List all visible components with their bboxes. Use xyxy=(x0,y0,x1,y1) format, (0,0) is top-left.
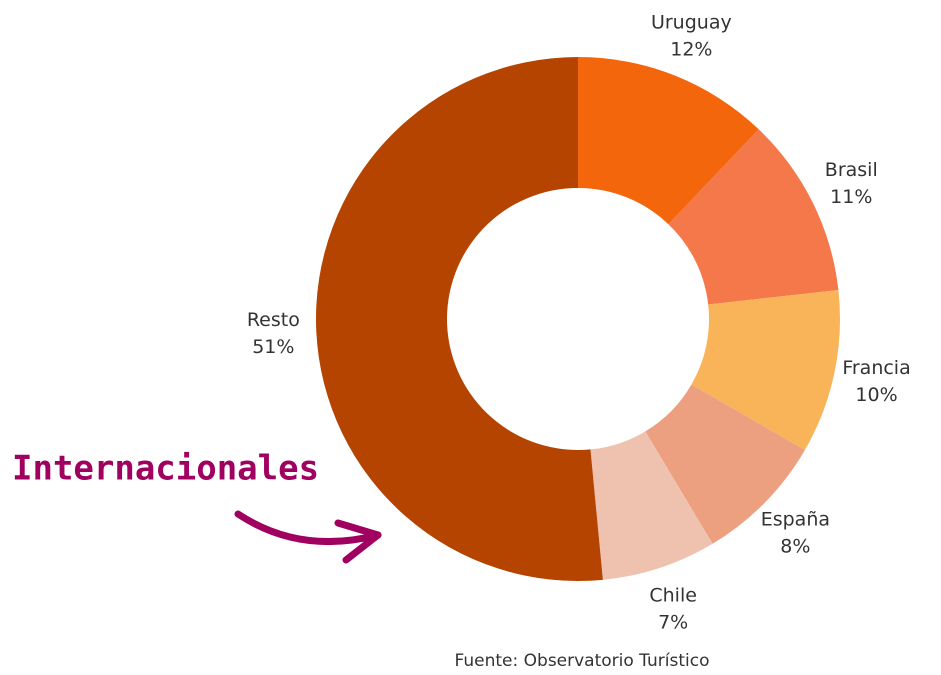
slice-label: Resto xyxy=(247,309,300,331)
slice xyxy=(645,384,805,544)
slice xyxy=(691,289,840,450)
slice-label: España xyxy=(761,508,830,530)
value-label: 12% xyxy=(670,38,712,60)
slice xyxy=(578,57,759,225)
value-label: 10% xyxy=(855,384,897,406)
slice-label: Chile xyxy=(649,584,697,606)
slice xyxy=(590,431,713,580)
arrow xyxy=(234,510,382,546)
value-label: 51% xyxy=(252,336,294,358)
source: Fuente: Observatorio Turístico xyxy=(455,651,710,671)
slice xyxy=(668,129,839,305)
value-label: 8% xyxy=(780,535,810,557)
value-label: 7% xyxy=(658,611,688,633)
slice-label: Brasil xyxy=(825,159,878,181)
slice-label: Uruguay xyxy=(651,11,732,33)
annotation: Internacionales xyxy=(12,449,319,489)
slice xyxy=(316,57,603,582)
value-label: 11% xyxy=(830,186,872,208)
slice-label: Francia xyxy=(842,357,910,379)
arrow-head xyxy=(334,519,382,564)
